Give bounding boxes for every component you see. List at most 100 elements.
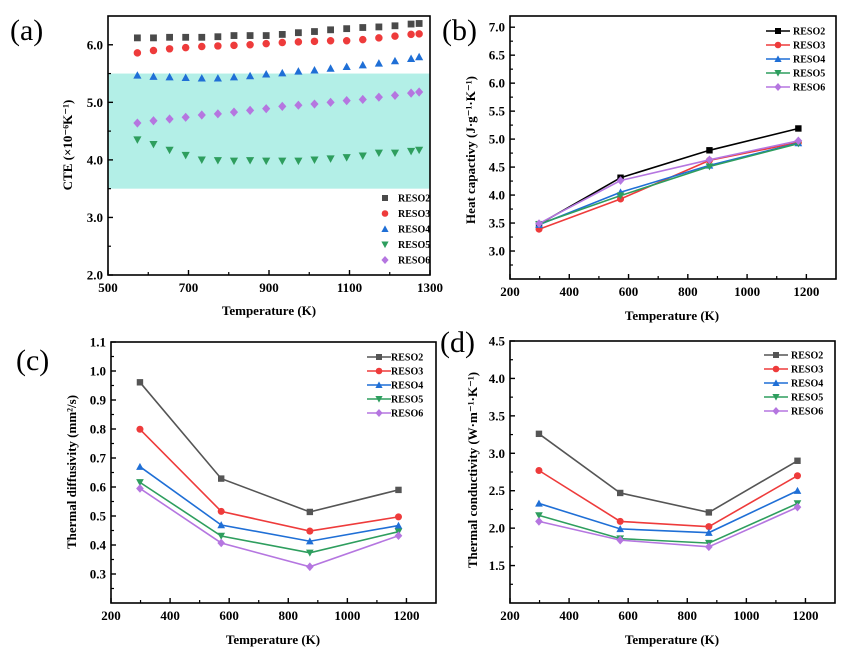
x-tick-label: 200 — [500, 608, 520, 623]
data-point — [394, 513, 402, 521]
legend-item-reso3: RESO3 — [381, 209, 430, 220]
series-reso2 — [136, 379, 402, 516]
data-point — [278, 38, 287, 47]
legend-item-reso6: RESO6 — [766, 83, 825, 94]
data-point — [197, 74, 206, 82]
y-tick-label: 7.0 — [489, 20, 505, 35]
data-point — [246, 157, 255, 165]
data-point — [214, 33, 222, 41]
legend-item-reso5: RESO5 — [381, 240, 430, 251]
legend-marker-icon — [375, 381, 383, 388]
data-point — [217, 521, 226, 529]
data-point — [327, 26, 334, 34]
data-point — [535, 430, 543, 438]
series-reso6 — [136, 484, 403, 572]
data-point — [535, 517, 543, 526]
y-tick-label: 5.0 — [489, 132, 505, 147]
data-point — [230, 41, 238, 50]
data-point — [133, 71, 142, 79]
y-tick-label: 3.0 — [87, 210, 103, 225]
y-tick-label: 1.0 — [90, 364, 106, 379]
y-tick-label: 4.0 — [489, 371, 505, 386]
legend-label: RESO2 — [793, 27, 825, 38]
data-point — [342, 62, 351, 71]
legend-label: RESO6 — [391, 409, 423, 420]
data-point — [165, 45, 174, 53]
legend-marker-icon — [381, 225, 389, 232]
legend-label: RESO3 — [391, 367, 423, 378]
legend-label: RESO6 — [791, 407, 823, 418]
data-point — [278, 101, 287, 111]
legend-marker-icon — [375, 408, 383, 418]
data-point — [415, 87, 424, 97]
data-point — [246, 105, 255, 115]
data-point — [181, 43, 190, 52]
data-point — [278, 31, 286, 38]
y-tick-label: 0.6 — [90, 480, 107, 495]
data-point — [294, 38, 303, 46]
y-tick-label: 3.5 — [489, 408, 506, 423]
legend-label: RESO5 — [793, 69, 825, 80]
data-point — [342, 37, 351, 45]
y-tick-label: 4.0 — [87, 152, 103, 167]
x-tick-label: 800 — [678, 284, 698, 299]
data-point — [407, 30, 415, 39]
data-point — [705, 163, 714, 171]
legend-item-reso6: RESO6 — [381, 256, 430, 267]
data-point — [535, 512, 543, 520]
x-tick-label: 400 — [160, 608, 180, 623]
data-point — [310, 156, 319, 164]
data-point — [136, 479, 144, 487]
legend-label: RESO4 — [793, 55, 825, 66]
data-point — [306, 537, 314, 545]
legend-marker-icon — [772, 379, 780, 386]
x-axis-title: Temperature (K) — [625, 308, 719, 323]
legend-item-reso5: RESO5 — [766, 69, 825, 80]
legend-label: RESO5 — [791, 393, 823, 404]
data-point — [326, 64, 335, 72]
data-point — [407, 147, 416, 156]
y-tick-label: 0.5 — [90, 509, 107, 524]
data-point — [616, 525, 625, 533]
data-point — [415, 20, 423, 27]
data-point — [326, 37, 335, 45]
series-reso6 — [535, 136, 803, 228]
data-point — [246, 32, 254, 39]
legend-item-reso6: RESO6 — [367, 409, 423, 420]
data-point — [213, 74, 222, 82]
legend-item-reso3: RESO3 — [367, 367, 423, 378]
y-tick-label: 1.1 — [90, 335, 106, 350]
data-point — [326, 97, 335, 107]
data-point — [166, 33, 173, 41]
data-point — [230, 32, 238, 39]
legend-marker-icon — [381, 210, 389, 217]
x-tick-label: 1000 — [734, 284, 760, 299]
panel-label-b: (b) — [442, 14, 477, 47]
series-reso2 — [535, 430, 801, 516]
data-point — [181, 112, 190, 122]
y-tick-label: 5.5 — [489, 104, 506, 119]
legend-label: RESO4 — [398, 225, 430, 236]
plot-frame — [509, 340, 836, 604]
data-point — [310, 99, 319, 109]
x-tick-label: 1200 — [793, 284, 819, 299]
data-point — [262, 104, 271, 114]
legend-item-reso4: RESO4 — [381, 225, 430, 236]
data-point — [616, 192, 625, 200]
data-point — [705, 542, 713, 552]
data-point — [133, 118, 142, 128]
data-point — [197, 156, 206, 164]
data-point — [262, 70, 271, 78]
data-point — [198, 42, 206, 51]
y-tick-label: 0.4 — [90, 538, 107, 553]
legend-marker-icon — [775, 28, 781, 34]
legend-label: RESO2 — [791, 351, 823, 362]
series-reso6 — [133, 87, 424, 128]
data-point — [165, 72, 174, 81]
legend-item-reso4: RESO4 — [367, 381, 423, 392]
y-axis-title: Heat capactivy (J·g⁻¹·K⁻¹) — [463, 76, 478, 224]
data-point — [793, 486, 802, 494]
legend-item-reso4: RESO4 — [766, 55, 825, 66]
data-point — [394, 531, 403, 541]
y-tick-label: 3.0 — [489, 446, 505, 461]
